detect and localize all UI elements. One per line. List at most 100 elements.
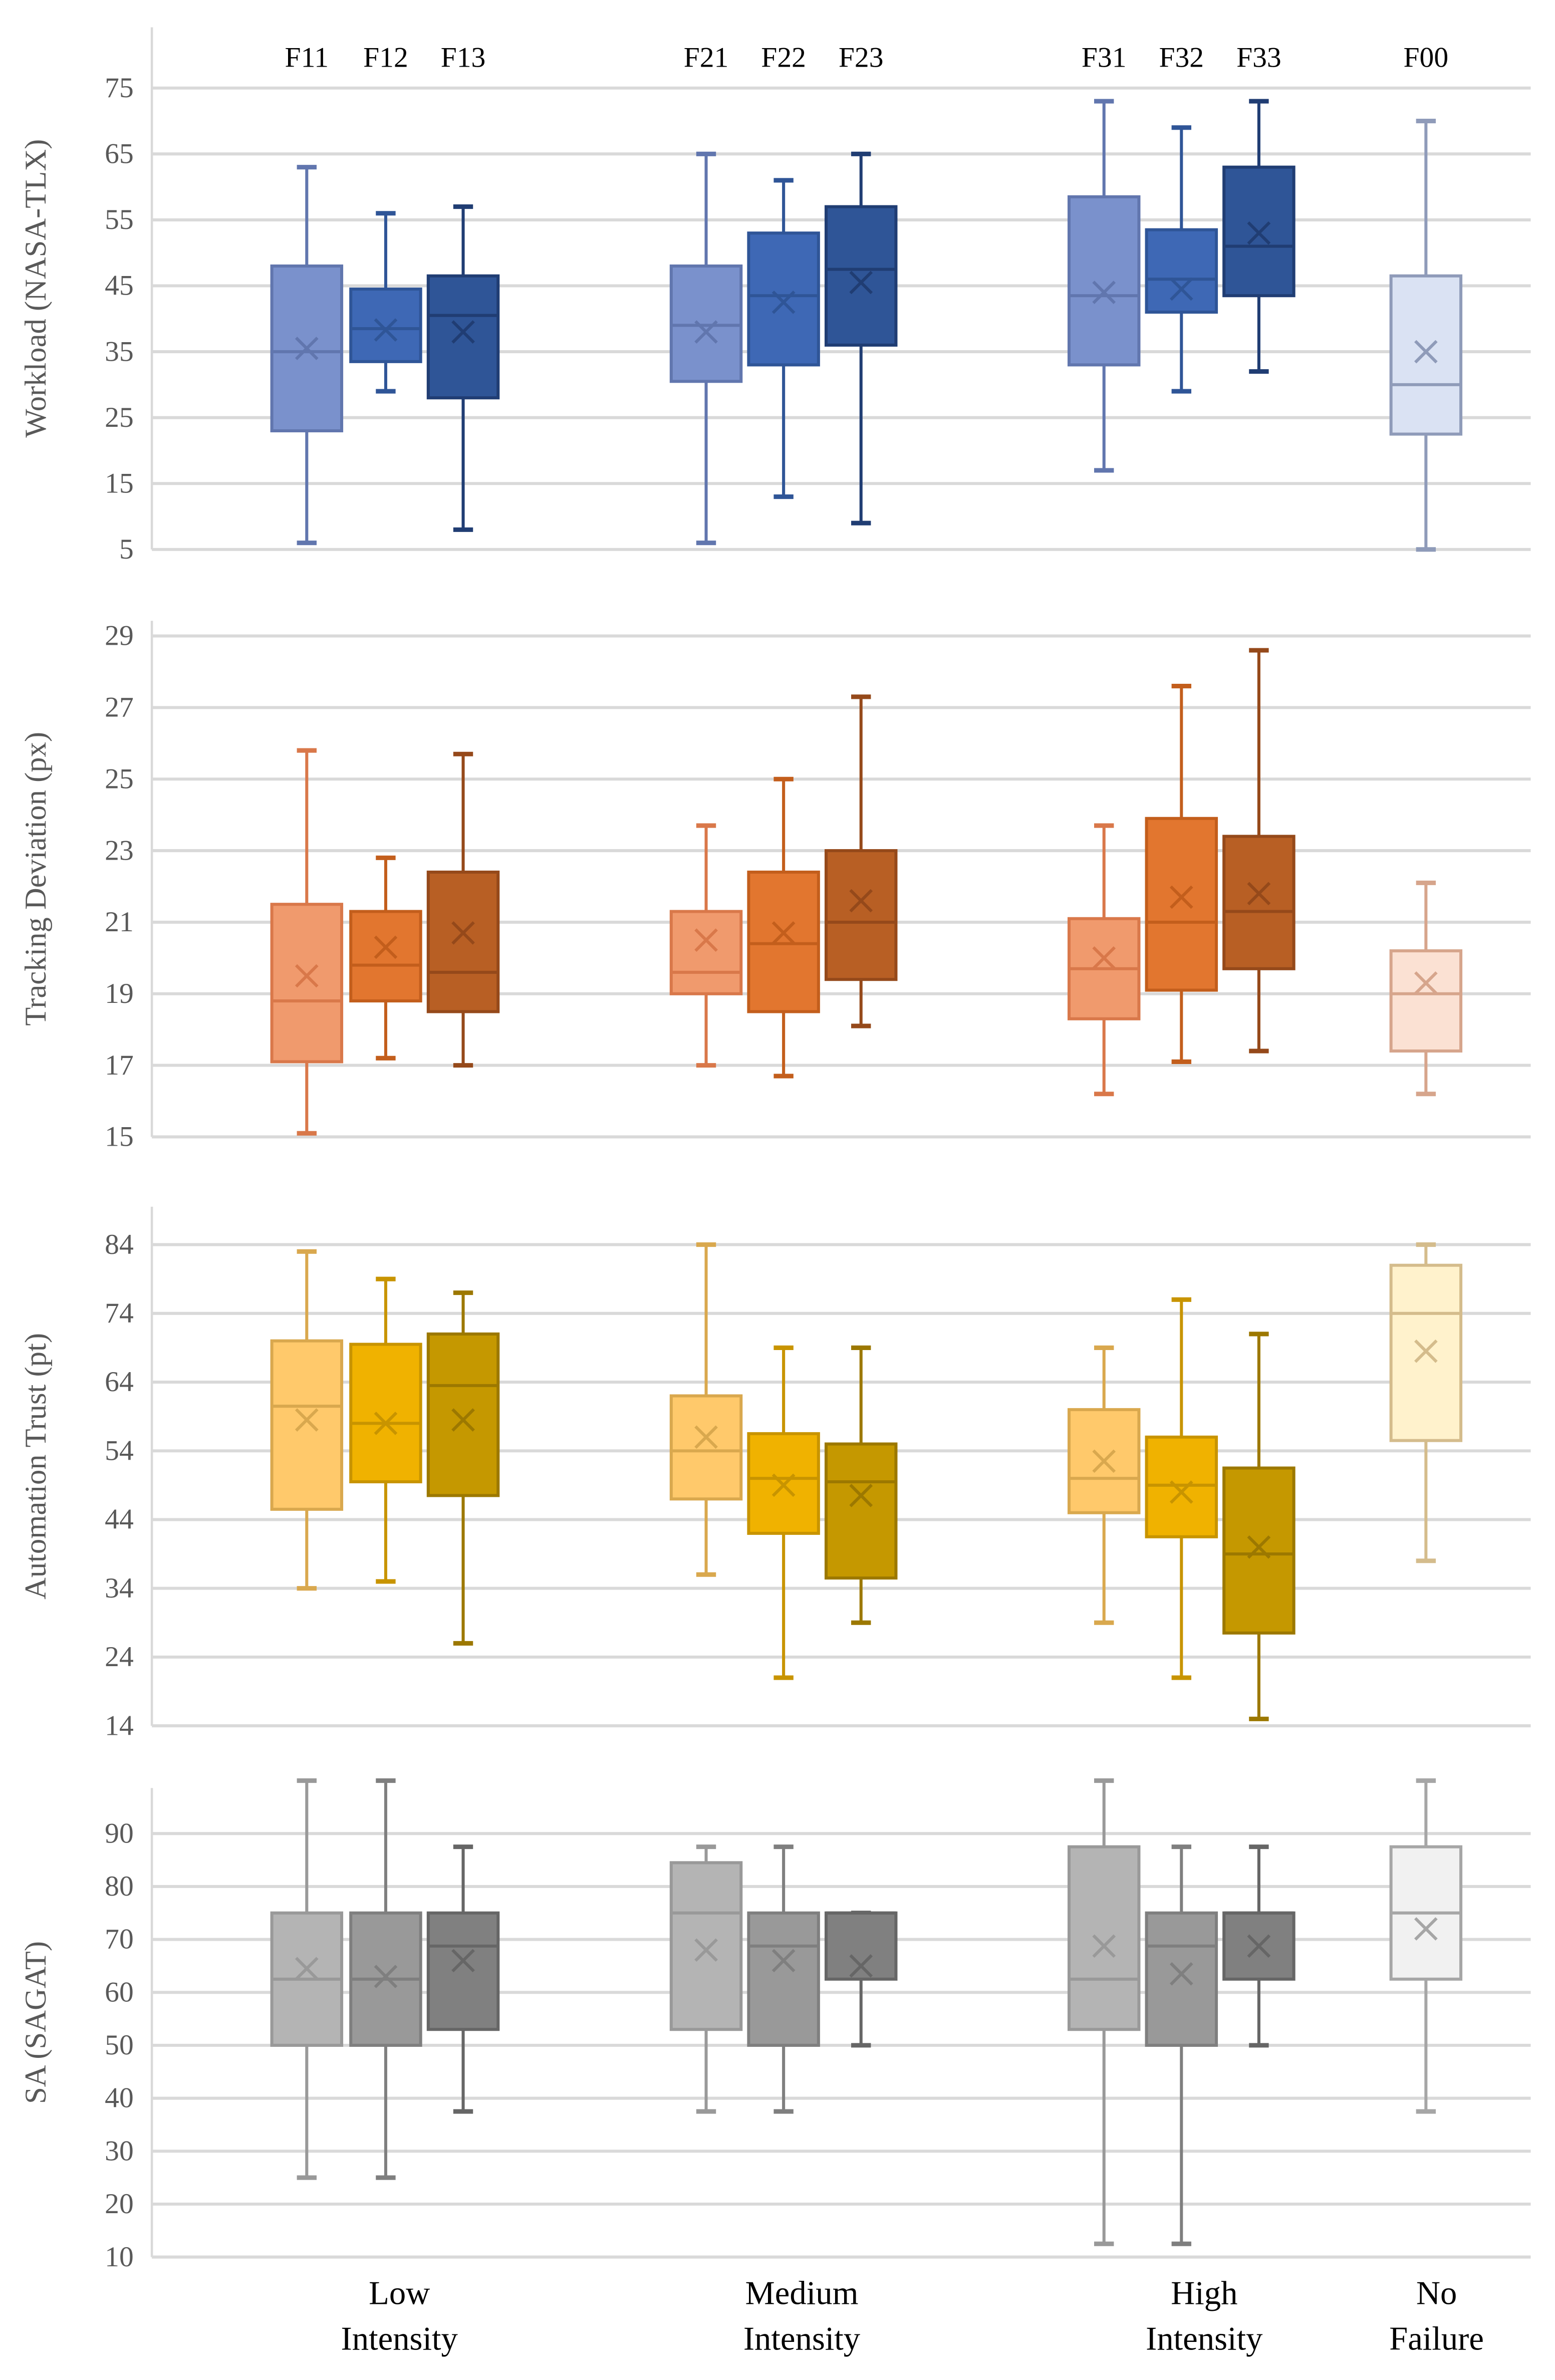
box-f21 bbox=[669, 1844, 743, 2114]
series-label-f23: F23 bbox=[839, 42, 884, 73]
series-label-f11: F11 bbox=[285, 42, 329, 73]
box-f21 bbox=[669, 151, 743, 546]
mean-marker bbox=[694, 1938, 718, 1962]
y-tick-label: 5 bbox=[119, 534, 134, 565]
iqr-box bbox=[669, 1394, 743, 1501]
iqr-box bbox=[669, 264, 743, 383]
y-tick-label: 30 bbox=[105, 2135, 134, 2167]
y-tick-label: 25 bbox=[105, 763, 134, 795]
mean-marker bbox=[451, 1949, 475, 1973]
series-label-f22: F22 bbox=[761, 42, 806, 73]
box-f33 bbox=[1222, 1332, 1295, 1721]
mean-marker bbox=[694, 1425, 718, 1449]
mean-marker bbox=[1247, 1535, 1271, 1559]
y-axis-title: SA (SAGAT) bbox=[19, 1941, 53, 2104]
panel-1: 5 15 25 35 45 55 65 75 Workload (NASA-TLX) bbox=[19, 27, 1531, 565]
mean-marker bbox=[1414, 1339, 1438, 1363]
y-tick-label: 14 bbox=[105, 1710, 134, 1741]
iqr-box bbox=[669, 910, 743, 995]
mean-marker bbox=[451, 1408, 475, 1432]
iqr-box bbox=[349, 288, 422, 363]
y-tick-label: 25 bbox=[105, 402, 134, 433]
iqr-box bbox=[824, 205, 898, 347]
y-tick-label: 65 bbox=[105, 138, 134, 170]
box-f13 bbox=[426, 751, 500, 1068]
box-f11 bbox=[270, 1778, 344, 2180]
iqr-box bbox=[1389, 274, 1463, 436]
box-f12 bbox=[349, 1778, 422, 2180]
iqr-box bbox=[1222, 835, 1295, 970]
category-label: High bbox=[1171, 2275, 1237, 2312]
mean-marker bbox=[295, 964, 319, 988]
y-tick-label: 45 bbox=[105, 270, 134, 302]
box-f33 bbox=[1222, 99, 1295, 374]
y-tick-label: 17 bbox=[105, 1049, 134, 1081]
y-axis-title: Workload (NASA-TLX) bbox=[19, 139, 53, 438]
box-f23 bbox=[824, 694, 898, 1028]
mean-marker bbox=[694, 928, 718, 952]
panel-4: 10 20 30 40 50 60 70 80 90 SA (SAGAT) bbox=[19, 1778, 1531, 2273]
y-tick-label: 54 bbox=[105, 1435, 134, 1466]
category-label: Medium bbox=[745, 2275, 859, 2312]
iqr-box bbox=[1067, 1845, 1141, 2031]
box-f12 bbox=[349, 1276, 422, 1584]
mean-marker bbox=[295, 337, 319, 360]
series-label-f32: F32 bbox=[1159, 42, 1204, 73]
iqr-box bbox=[349, 1343, 422, 1483]
box-f32 bbox=[1145, 684, 1218, 1065]
series-label-f00: F00 bbox=[1404, 42, 1449, 73]
iqr-box bbox=[1067, 195, 1141, 367]
series-label-f31: F31 bbox=[1082, 42, 1127, 73]
series-label-f33: F33 bbox=[1236, 42, 1281, 73]
mean-marker bbox=[771, 1473, 796, 1497]
iqr-box bbox=[747, 870, 820, 1013]
iqr-box bbox=[1145, 1435, 1218, 1538]
category-label: Low bbox=[369, 2275, 430, 2312]
box-f32 bbox=[1145, 1844, 1218, 2246]
category-label: Intensity bbox=[341, 2320, 458, 2357]
y-axis-title: Tracking Deviation (px) bbox=[19, 732, 53, 1026]
panel-3: 14 24 34 44 54 64 74 84 Automation Trust (pt) bbox=[19, 1206, 1531, 1741]
mean-marker bbox=[1169, 885, 1193, 909]
mean-marker bbox=[295, 1408, 319, 1432]
mean-marker bbox=[849, 889, 873, 913]
mean-marker bbox=[771, 1949, 796, 1973]
box-f00 bbox=[1389, 1242, 1463, 1563]
box-f13 bbox=[426, 1290, 500, 1646]
y-tick-label: 20 bbox=[105, 2188, 134, 2220]
box-f31 bbox=[1067, 99, 1141, 473]
y-tick-label: 24 bbox=[105, 1641, 134, 1673]
y-tick-label: 29 bbox=[105, 620, 134, 652]
box-f13 bbox=[426, 1844, 500, 2114]
iqr-box bbox=[1222, 1466, 1295, 1635]
y-tick-label: 80 bbox=[105, 1871, 134, 1902]
y-tick-label: 19 bbox=[105, 978, 134, 1009]
iqr-box bbox=[747, 231, 820, 367]
iqr-box bbox=[270, 903, 344, 1064]
mean-marker bbox=[1092, 1934, 1116, 1958]
box-f12 bbox=[349, 211, 422, 394]
mean-marker bbox=[374, 1965, 398, 1988]
series-label-f21: F21 bbox=[684, 42, 729, 73]
mean-marker bbox=[1169, 1480, 1193, 1504]
mean-marker bbox=[374, 935, 398, 959]
box-f13 bbox=[426, 204, 500, 532]
y-tick-label: 27 bbox=[105, 692, 134, 723]
y-tick-label: 75 bbox=[105, 72, 134, 104]
mean-marker bbox=[1247, 221, 1271, 245]
box-f31 bbox=[1067, 1345, 1141, 1625]
iqr-box bbox=[824, 849, 898, 981]
box-f31 bbox=[1067, 823, 1141, 1097]
series-label-f12: F12 bbox=[363, 42, 408, 73]
y-tick-label: 40 bbox=[105, 2082, 134, 2114]
y-tick-label: 35 bbox=[105, 336, 134, 367]
mean-marker bbox=[1092, 281, 1116, 305]
mean-marker bbox=[849, 1954, 873, 1978]
mean-marker bbox=[849, 1484, 873, 1507]
box-f11 bbox=[270, 748, 344, 1136]
box-f32 bbox=[1145, 125, 1218, 394]
iqr-box bbox=[349, 910, 422, 1003]
iqr-box bbox=[270, 1339, 344, 1511]
box-f00 bbox=[1389, 1778, 1463, 2114]
